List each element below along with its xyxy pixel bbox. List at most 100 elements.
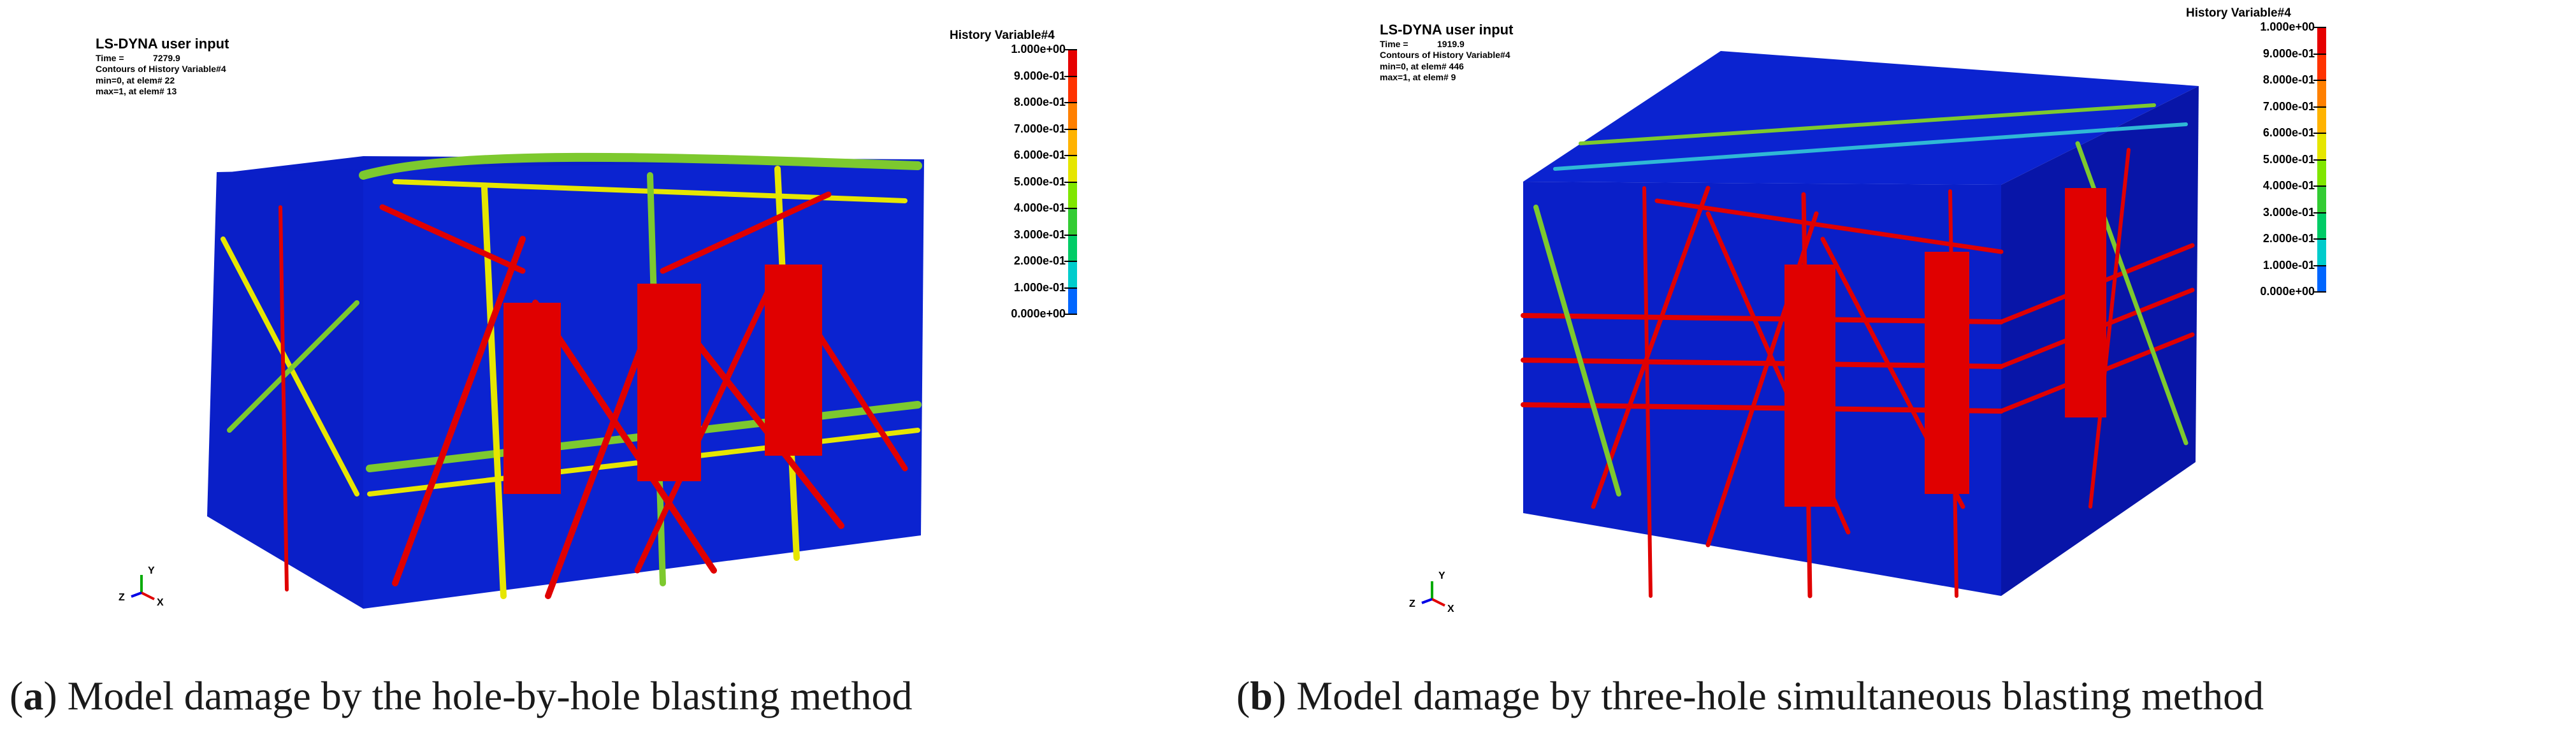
legend-tick <box>1064 287 1077 289</box>
legend-label: 2.000e-01 <box>1013 254 1066 267</box>
legend-label: 8.000e-01 <box>1013 96 1066 108</box>
legend-tick <box>1064 234 1077 236</box>
legend-label: 1.000e-01 <box>1013 280 1066 294</box>
panel-a: LS-DYNA user input Time = 7279.9 Contours… <box>0 0 1275 740</box>
time-value: 1919.9 <box>1437 38 1465 49</box>
header-max: max=1, at elem# 13 <box>96 86 177 96</box>
legend-row: 3.000e-01 <box>2186 206 2352 238</box>
legend-label: 7.000e-01 <box>1013 122 1066 135</box>
legend-b: History Variable#4 1.000e+00 9.000e-01 8.0… <box>2186 6 2352 316</box>
time-value: 7279.9 <box>153 52 180 63</box>
time-label: Time = <box>96 52 124 63</box>
legend-label: 8.000e-01 <box>2262 73 2315 86</box>
legend-label: 9.000e-01 <box>2262 47 2315 60</box>
time-label: Time = <box>1380 38 1408 49</box>
caption-text: Model damage by three-hole simultaneous … <box>1296 673 2264 718</box>
legend-label: 5.000e-01 <box>1013 175 1066 188</box>
legend-label: 6.000e-01 <box>2262 126 2315 139</box>
legend-row: 8.000e-01 <box>950 96 1103 129</box>
legend-swatch <box>1068 155 1077 182</box>
panel-b: LS-DYNA user input Time = 1919.9 Contours… <box>1236 0 2576 740</box>
legend-row: 6.000e-01 <box>950 149 1103 182</box>
legend-swatch <box>1068 75 1077 102</box>
legend-a: History Variable#4 1.000e+00 9.000e-01 8.0… <box>950 29 1103 338</box>
legend-swatch <box>2317 80 2326 106</box>
header-time: Time = 7279.9 <box>96 53 229 64</box>
legend-swatch <box>1068 181 1077 208</box>
legend-row: 6.000e-01 <box>2186 126 2352 159</box>
legend-title: History Variable#4 <box>2186 6 2291 20</box>
legend-swatch <box>2317 133 2326 159</box>
legend-label: 4.000e-01 <box>2262 179 2315 192</box>
legend-tick <box>2313 159 2326 161</box>
axis-x-label: X <box>157 597 164 608</box>
legend-tick <box>2313 238 2326 240</box>
legend-label: 1.000e+00 <box>1011 43 1066 55</box>
legend-row: 9.000e-01 <box>2186 47 2352 80</box>
legend-label: 5.000e-01 <box>2262 152 2315 166</box>
legend-rows: 1.000e+00 9.000e-01 8.000e-01 7.000e-01 6.00… <box>2186 20 2352 316</box>
legend-swatch <box>2317 27 2326 54</box>
legend-row: 1.000e+00 <box>2186 20 2352 54</box>
damage-zone-1 <box>503 303 561 494</box>
legend-title: History Variable#4 <box>950 29 1055 42</box>
legend-row: 5.000e-01 <box>950 175 1103 208</box>
legend-tick <box>1064 261 1077 262</box>
legend-swatch <box>1068 234 1077 261</box>
legend-tick <box>2313 212 2326 214</box>
legend-label: 7.000e-01 <box>2262 99 2315 113</box>
legend-tick <box>1064 314 1077 315</box>
header-title: LS-DYNA user input <box>96 36 229 52</box>
model-a <box>207 152 924 609</box>
legend-row: 1.000e-01 <box>950 281 1103 314</box>
axis-y-label: Y <box>1438 570 1445 581</box>
legend-label: 1.000e-01 <box>2262 258 2315 272</box>
legend-row: 4.000e-01 <box>2186 179 2352 212</box>
axis-z-label: Z <box>1409 599 1415 609</box>
box-top-face <box>1523 51 2199 185</box>
header-contour: Contours of History Variable#4 <box>96 64 226 74</box>
caption-letter: a <box>23 673 44 718</box>
header-title: LS-DYNA user input <box>1380 22 1514 38</box>
legend-row: 0.000e+00 <box>950 307 1103 338</box>
model-b <box>1521 51 2199 599</box>
legend-swatch <box>2317 106 2326 133</box>
legend-label: 1.000e+00 <box>2260 20 2315 33</box>
legend-tick <box>1064 208 1077 209</box>
legend-swatch <box>1068 261 1077 287</box>
legend-row: 7.000e-01 <box>2186 100 2352 133</box>
legend-label: 3.000e-01 <box>2262 205 2315 219</box>
legend-tick <box>1064 181 1077 183</box>
legend-tick <box>2313 133 2326 134</box>
header-max: max=1, at elem# 9 <box>1380 72 1456 82</box>
legend-tick <box>1064 49 1077 50</box>
legend-row: 9.000e-01 <box>950 69 1103 102</box>
legend-rows: 1.000e+00 9.000e-01 8.000e-01 7.000e-01 6.00… <box>950 43 1103 338</box>
legend-tick <box>1064 155 1077 156</box>
legend-swatch <box>1068 208 1077 235</box>
legend-tick <box>2313 53 2326 55</box>
legend-tick <box>2313 106 2326 108</box>
legend-label: 4.000e-01 <box>1013 201 1066 214</box>
axis-triad-b: Y X Z <box>1409 570 1454 614</box>
header-contour: Contours of History Variable#4 <box>1380 50 1510 60</box>
legend-swatch <box>1068 102 1077 129</box>
legend-row: 8.000e-01 <box>2186 73 2352 106</box>
caption-b: (b) Model damage by three-hole simultane… <box>1236 673 2264 718</box>
damage-zone-2 <box>637 284 701 481</box>
legend-tick <box>2313 185 2326 187</box>
legend-tick <box>2313 80 2326 81</box>
box-left-face <box>1523 182 2001 596</box>
header-a: LS-DYNA user input Time = 7279.9 Contours… <box>96 35 229 98</box>
legend-row: 2.000e-01 <box>950 254 1103 287</box>
legend-swatch <box>1068 287 1077 314</box>
legend-row: 1.000e-01 <box>2186 259 2352 291</box>
legend-row: 0.000e+00 <box>2186 285 2352 316</box>
legend-row: 1.000e+00 <box>950 43 1103 76</box>
damage-zone-3 <box>765 265 822 456</box>
legend-tick <box>1064 75 1077 77</box>
legend-tick <box>2313 265 2326 266</box>
axis-y-label: Y <box>148 565 155 576</box>
legend-row: 4.000e-01 <box>950 201 1103 235</box>
damage-zone-3 <box>2065 188 2106 417</box>
